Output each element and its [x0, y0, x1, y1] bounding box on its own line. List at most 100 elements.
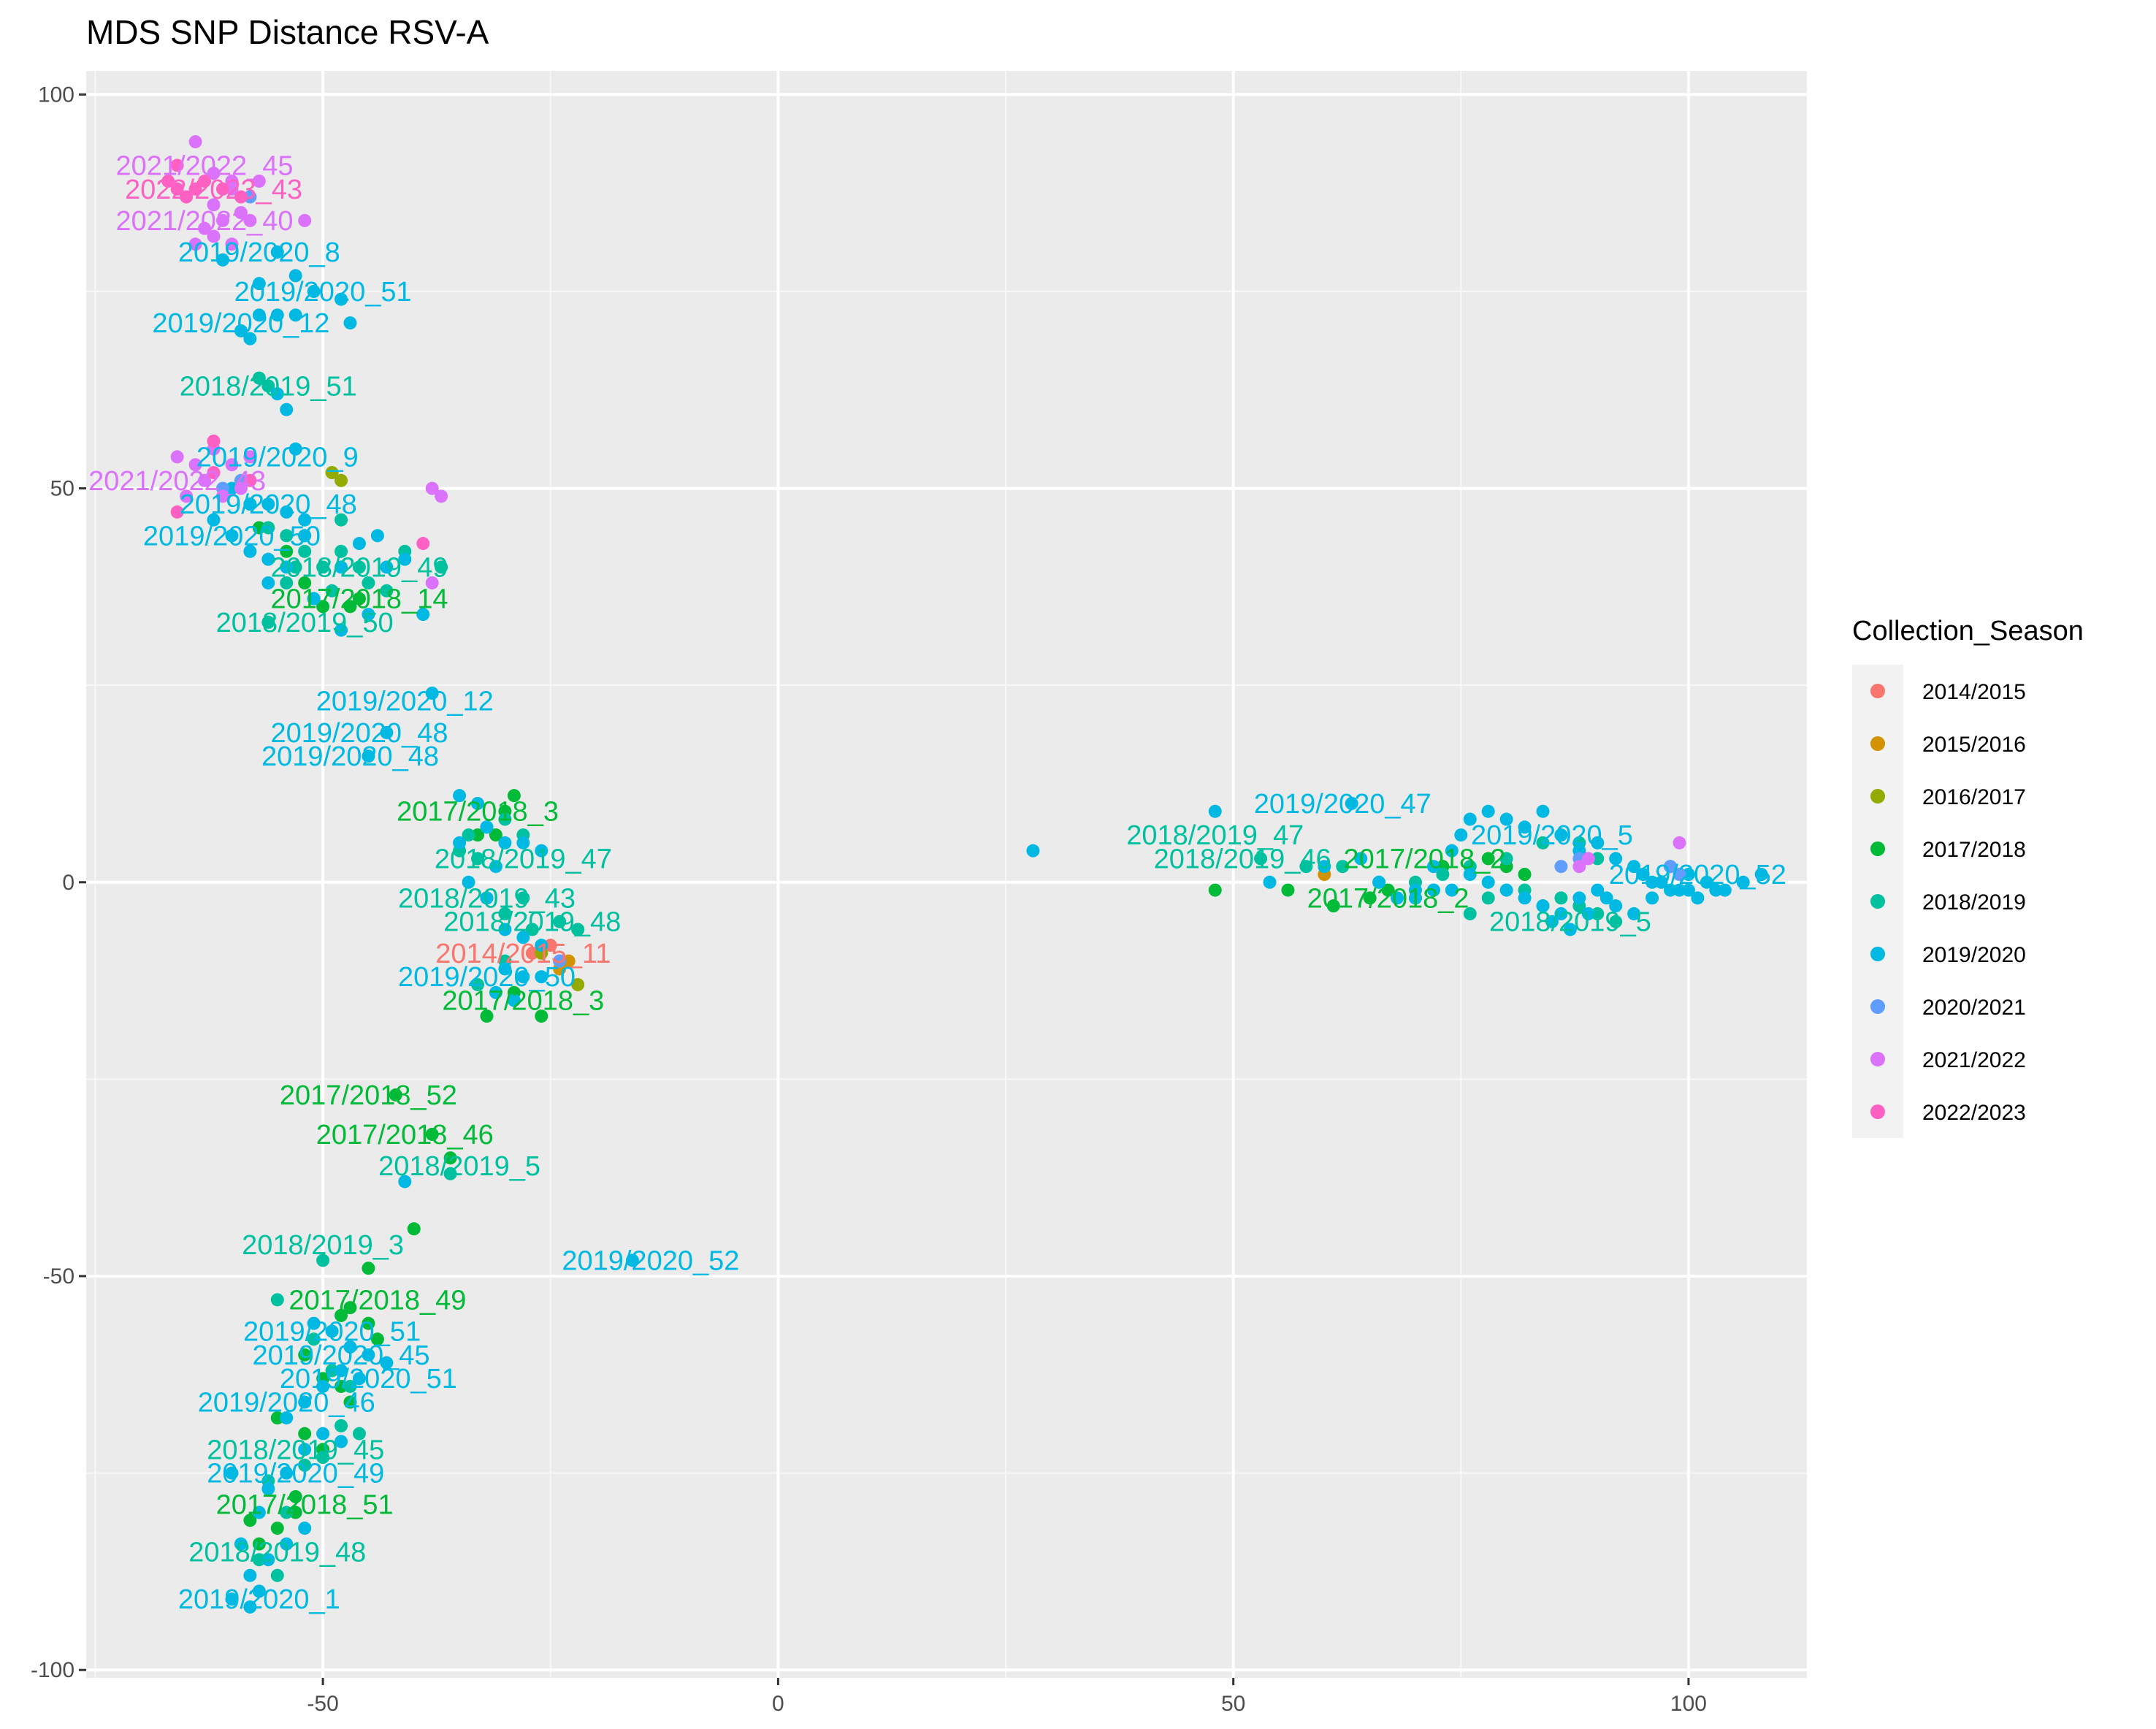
data-point — [261, 521, 275, 535]
legend-label: 2015/2016 — [1922, 733, 2026, 757]
y-tick-label: 0 — [62, 871, 74, 895]
data-point — [261, 615, 275, 629]
point-label: 2019/2020_51 — [234, 277, 412, 308]
data-point — [1654, 875, 1668, 889]
data-point — [498, 812, 512, 826]
data-point — [1026, 844, 1040, 858]
data-point — [243, 332, 257, 346]
point-label: 2014/2015_11 — [435, 939, 611, 969]
point-label: 2019/2020_45 — [253, 1340, 430, 1371]
data-point — [288, 560, 302, 574]
data-point — [280, 1537, 294, 1551]
data-point — [516, 931, 530, 944]
data-point — [207, 434, 221, 448]
data-point — [1673, 868, 1686, 881]
data-point — [288, 442, 302, 456]
point-label: 2022/2023_43 — [125, 175, 302, 205]
point-label: 2018/2019_46 — [1154, 844, 1331, 874]
data-point — [1673, 883, 1686, 897]
data-point — [180, 190, 194, 204]
data-point — [398, 1175, 412, 1188]
data-point — [362, 1348, 375, 1362]
data-point — [280, 576, 294, 589]
point-label: 2019/2020_47 — [1254, 789, 1431, 820]
point-label: 2019/2020_48 — [270, 718, 448, 749]
point-label: 2018/2019_48 — [188, 1537, 366, 1568]
data-point — [1518, 820, 1532, 834]
data-point — [252, 308, 266, 322]
data-point — [270, 1293, 284, 1307]
data-point — [370, 529, 384, 543]
data-point — [443, 1151, 457, 1165]
data-point — [352, 537, 366, 551]
data-point — [1536, 899, 1550, 913]
point-label: 2019/2020_1 — [178, 1584, 340, 1615]
point-label: 2018/2019_48 — [443, 907, 621, 938]
data-point — [207, 229, 221, 243]
data-point — [1591, 836, 1605, 850]
data-point — [280, 1411, 294, 1425]
data-point — [471, 852, 485, 866]
data-point — [1645, 875, 1659, 889]
data-point — [535, 844, 548, 858]
legend-key — [1870, 1052, 1885, 1066]
points-layer — [161, 135, 1768, 1614]
data-point — [280, 544, 294, 558]
data-point — [380, 584, 394, 598]
data-point — [1299, 860, 1313, 874]
data-point — [1481, 875, 1495, 889]
data-point — [1445, 844, 1459, 858]
data-point — [188, 182, 202, 196]
data-point — [352, 1427, 366, 1440]
data-point — [225, 458, 239, 472]
data-point — [243, 190, 257, 204]
data-point — [298, 213, 312, 227]
data-point — [525, 923, 539, 936]
data-point — [252, 1553, 266, 1567]
data-point — [352, 592, 366, 606]
data-point — [443, 1167, 457, 1180]
data-point — [335, 513, 348, 527]
data-point — [1518, 891, 1532, 905]
x-tick-label: 0 — [772, 1692, 784, 1716]
data-point — [462, 828, 475, 842]
point-label: 2019/2020_12 — [152, 308, 329, 339]
data-point — [1609, 899, 1623, 913]
data-point — [307, 1316, 321, 1330]
data-point — [234, 481, 248, 495]
data-point — [507, 789, 521, 803]
data-point — [1426, 860, 1440, 874]
data-point — [425, 686, 439, 700]
data-point — [280, 1505, 294, 1519]
data-point — [280, 529, 294, 543]
data-point — [335, 473, 348, 487]
data-point — [252, 277, 266, 291]
data-point — [298, 1458, 312, 1472]
data-point — [407, 1222, 421, 1236]
data-point — [188, 135, 202, 149]
data-point — [335, 1364, 348, 1378]
legend-label: 2017/2018 — [1922, 838, 2026, 862]
point-label: 2017/2018_3 — [397, 797, 559, 828]
data-point — [325, 584, 339, 598]
data-point — [1345, 796, 1358, 810]
data-point — [335, 623, 348, 637]
data-point — [1736, 875, 1750, 889]
point-label: 2018/2019_47 — [435, 844, 612, 874]
point-label: 2021/2022_43 — [88, 466, 266, 497]
data-point — [1554, 907, 1568, 920]
data-point — [498, 962, 512, 976]
data-point — [234, 1537, 248, 1551]
data-point — [535, 939, 548, 953]
data-point — [252, 174, 266, 188]
data-point — [170, 159, 184, 172]
point-label: 2019/2020_50 — [398, 962, 576, 993]
data-point — [1581, 852, 1595, 866]
data-point — [1263, 875, 1277, 889]
legend-label: 2019/2020 — [1922, 943, 2026, 967]
data-point — [298, 1522, 312, 1535]
data-point — [1673, 836, 1686, 850]
data-point — [325, 1364, 339, 1378]
data-point — [1318, 860, 1331, 874]
data-point — [625, 1253, 639, 1267]
